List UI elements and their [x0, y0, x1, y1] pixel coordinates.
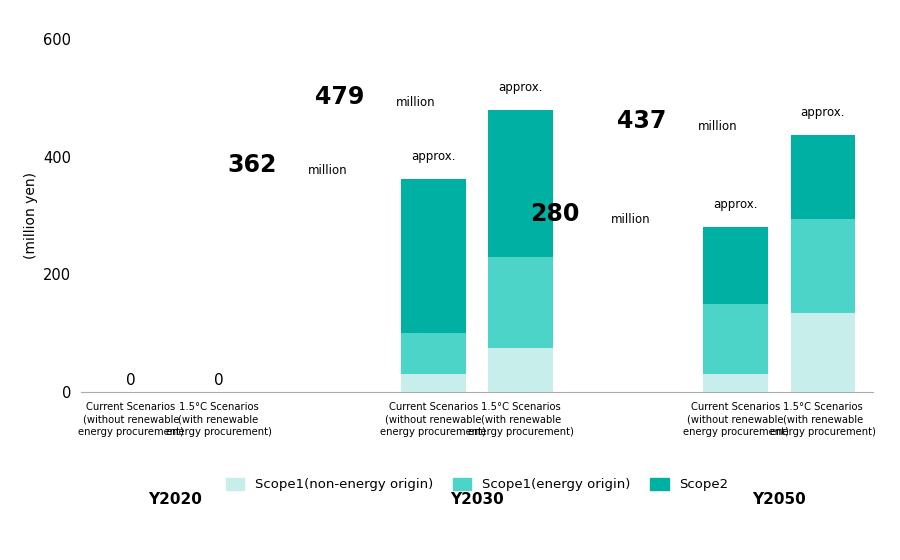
Bar — [489, 256, 554, 348]
Bar — [703, 227, 768, 304]
Bar — [703, 304, 768, 375]
Text: approx.: approx. — [499, 81, 543, 94]
Bar — [400, 333, 465, 375]
Text: approx.: approx. — [801, 106, 845, 119]
Bar — [489, 110, 554, 256]
Bar — [791, 218, 855, 312]
Text: approx.: approx. — [713, 198, 758, 211]
Bar — [791, 312, 855, 392]
Text: 362: 362 — [228, 153, 277, 178]
Bar — [400, 179, 465, 333]
Text: million: million — [610, 213, 650, 226]
Y-axis label: (million yen): (million yen) — [23, 172, 38, 259]
Text: Y2020: Y2020 — [148, 492, 202, 507]
Text: 0: 0 — [213, 374, 223, 389]
Text: million: million — [396, 96, 436, 109]
Text: million: million — [698, 120, 738, 133]
Text: 0: 0 — [126, 374, 136, 389]
Legend: Scope1(non-energy origin), Scope1(energy origin), Scope2: Scope1(non-energy origin), Scope1(energy… — [226, 478, 728, 491]
Bar — [791, 135, 855, 218]
Bar — [489, 348, 554, 392]
Bar — [400, 375, 465, 392]
Text: approx.: approx. — [411, 150, 455, 162]
Text: 479: 479 — [315, 85, 365, 109]
Text: 280: 280 — [530, 202, 579, 226]
Text: million: million — [308, 165, 347, 178]
Text: 437: 437 — [617, 109, 667, 133]
Bar — [703, 375, 768, 392]
Text: Y2050: Y2050 — [752, 492, 806, 507]
Text: Y2030: Y2030 — [450, 492, 504, 507]
